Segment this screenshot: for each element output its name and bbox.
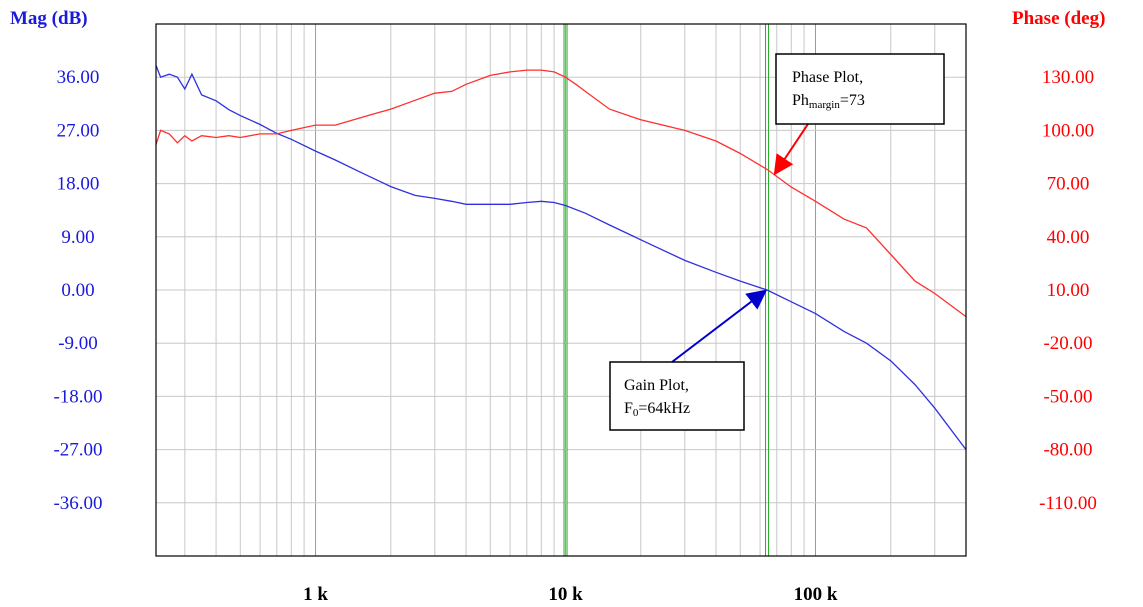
right-tick-label: -80.00	[1043, 440, 1092, 461]
x-tick-label: 10 k	[548, 584, 583, 605]
grid	[156, 24, 967, 556]
left-tick-label: 9.00	[61, 227, 94, 248]
x-tick-label: 100 k	[794, 584, 838, 605]
right-tick-label: 40.00	[1047, 227, 1090, 248]
left-tick-label: -36.00	[53, 493, 102, 514]
right-tick-label: -50.00	[1043, 386, 1092, 407]
phase-annotation: Phase Plot, Phmargin=73	[773, 53, 945, 176]
phase-annotation-box	[775, 53, 945, 125]
right-tick-label: 130.00	[1042, 67, 1094, 88]
left-tick-label: 36.00	[57, 67, 100, 88]
phase-series-line	[155, 69, 967, 318]
right-tick-label: -20.00	[1043, 333, 1092, 354]
right-tick-label: 70.00	[1047, 174, 1090, 195]
frequency-markers	[563, 24, 770, 556]
phase-arrow	[773, 123, 809, 176]
right-tick-label: -110.00	[1039, 493, 1097, 514]
gain-annotation: Gain Plot, F0=64kHz	[609, 289, 768, 431]
left-tick-label: 18.00	[57, 174, 100, 195]
left-tick-label: -27.00	[53, 440, 102, 461]
left-axis-ticks: 36.00 27.00 18.00 9.00 0.00 -9.00 -18.00 -27.00…	[53, 67, 102, 514]
gain-arrow	[671, 289, 768, 363]
series-group	[155, 65, 967, 450]
left-tick-label: -9.00	[58, 333, 98, 354]
right-axis-title: Phase (deg)	[1012, 8, 1105, 29]
phase-annotation-line2: Phmargin=73	[792, 92, 865, 111]
right-tick-label: 100.00	[1042, 120, 1094, 141]
gain-annotation-line1: Gain Plot,	[624, 377, 689, 394]
gain-annotation-line2: F0=64kHz	[624, 400, 690, 419]
left-axis-title: Mag (dB)	[10, 8, 88, 29]
plot-frame	[155, 23, 967, 557]
x-axis-ticks: 1 k 10 k 100 k	[303, 584, 838, 605]
right-tick-label: 10.00	[1047, 280, 1090, 301]
left-tick-label: 0.00	[61, 280, 94, 301]
gain-annotation-box	[609, 361, 745, 431]
phase-annotation-line1: Phase Plot,	[792, 69, 863, 86]
left-tick-label: -18.00	[53, 386, 102, 407]
x-tick-label: 1 k	[303, 584, 328, 605]
gain-series-line	[155, 65, 967, 450]
left-tick-label: 27.00	[57, 120, 100, 141]
right-axis-ticks: 130.00 100.00 70.00 40.00 10.00 -20.00 -50.00 -…	[1039, 67, 1097, 514]
